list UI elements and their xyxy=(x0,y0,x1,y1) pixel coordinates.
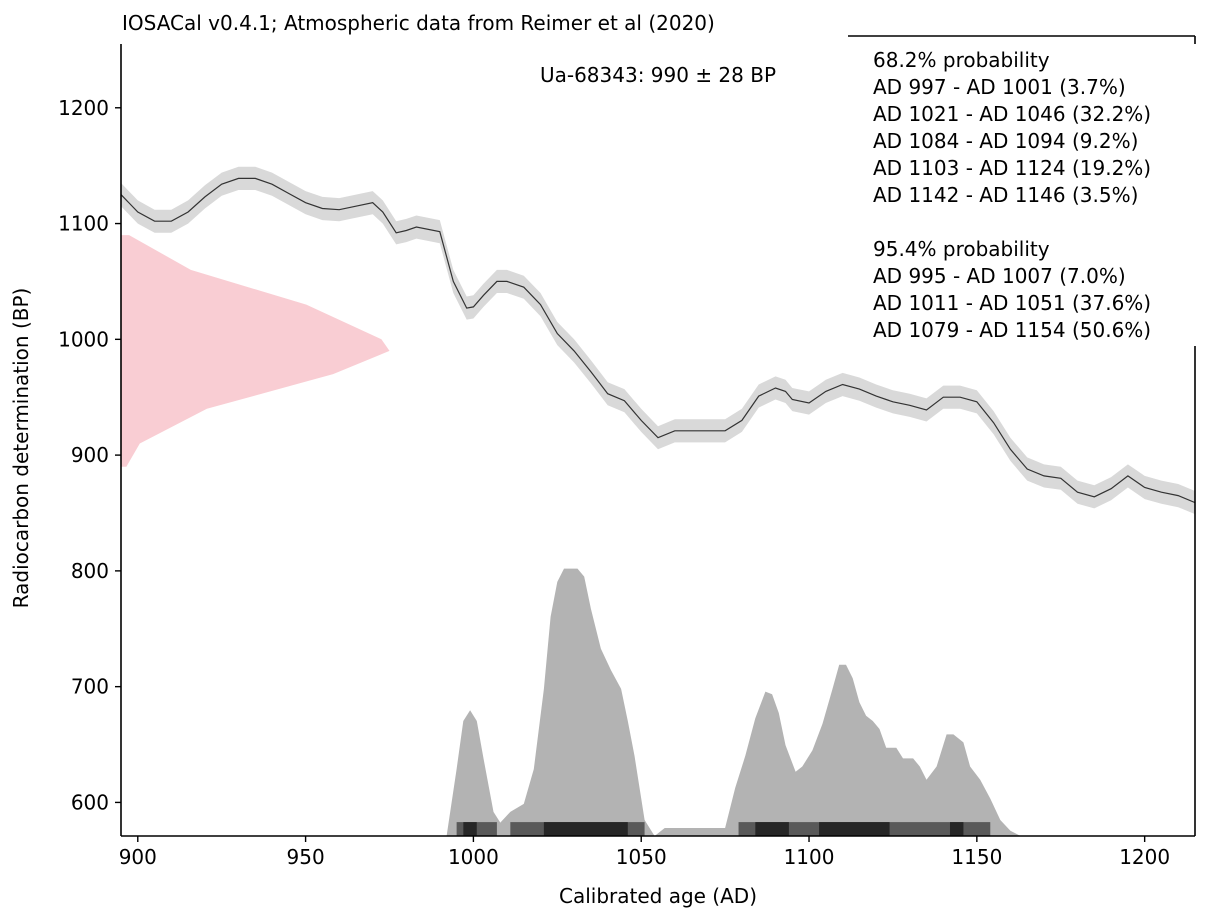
x-tick-label: 1000 xyxy=(448,845,499,869)
x-tick-label: 1050 xyxy=(616,845,667,869)
x-tick-label: 950 xyxy=(287,845,325,869)
y-tick-label: 1100 xyxy=(58,212,109,236)
range-68-bar xyxy=(755,822,789,836)
plot-area xyxy=(121,166,1195,836)
legend-line: AD 1084 - AD 1094 (9.2%) xyxy=(873,129,1138,153)
y-tick-label: 700 xyxy=(71,675,109,699)
axes: 900 950 1000 1050 1100 1150 1200 600 700 800 900 10… xyxy=(58,35,1196,869)
range-95-bar xyxy=(456,822,497,836)
y-tick-label: 800 xyxy=(71,559,109,583)
range-68-bar xyxy=(819,822,890,836)
legend-line: AD 1079 - AD 1154 (50.6%) xyxy=(873,318,1151,342)
y-tick-label: 1000 xyxy=(58,327,109,351)
legend-line: AD 997 - AD 1001 (3.7%) xyxy=(873,75,1126,99)
x-tick-label: 1150 xyxy=(951,845,1002,869)
range-68-bar xyxy=(949,822,964,836)
range-68-bar xyxy=(463,822,477,836)
probability-legend: 68.2% probability AD 997 - AD 1001 (3.7%)… xyxy=(866,44,1202,346)
legend-background xyxy=(866,44,1202,346)
x-tick-label: 1200 xyxy=(1119,845,1170,869)
chart-title: IOSACal v0.4.1; Atmospheric data from Re… xyxy=(122,11,715,35)
sample-label: Ua-68343: 990 ± 28 BP xyxy=(540,63,776,87)
calibration-curve-band xyxy=(121,166,1195,515)
range-68-bar xyxy=(543,822,628,836)
y-tick-label: 900 xyxy=(71,443,109,467)
legend-line: AD 1103 - AD 1124 (19.2%) xyxy=(873,156,1151,180)
legend-line: 95.4% probability xyxy=(873,237,1050,261)
legend-line: AD 1021 - AD 1046 (32.2%) xyxy=(873,102,1151,126)
x-axis-label: Calibrated age (AD) xyxy=(559,884,757,908)
y-axis-label: Radiocarbon determination (BP) xyxy=(9,288,33,609)
y-tick-label: 1200 xyxy=(58,96,109,120)
x-tick-label: 900 xyxy=(119,845,157,869)
legend-line: AD 1142 - AD 1146 (3.5%) xyxy=(873,183,1138,207)
x-tick-label: 1100 xyxy=(784,845,835,869)
legend-line: AD 995 - AD 1007 (7.0%) xyxy=(873,264,1126,288)
legend-line: 68.2% probability xyxy=(873,48,1050,72)
measurement-distribution xyxy=(121,235,390,467)
legend-line: AD 1011 - AD 1051 (37.6%) xyxy=(873,291,1151,315)
calibration-curve-line xyxy=(121,177,1195,504)
y-tick-label: 600 xyxy=(71,790,109,814)
calibrated-distribution xyxy=(446,568,1021,836)
